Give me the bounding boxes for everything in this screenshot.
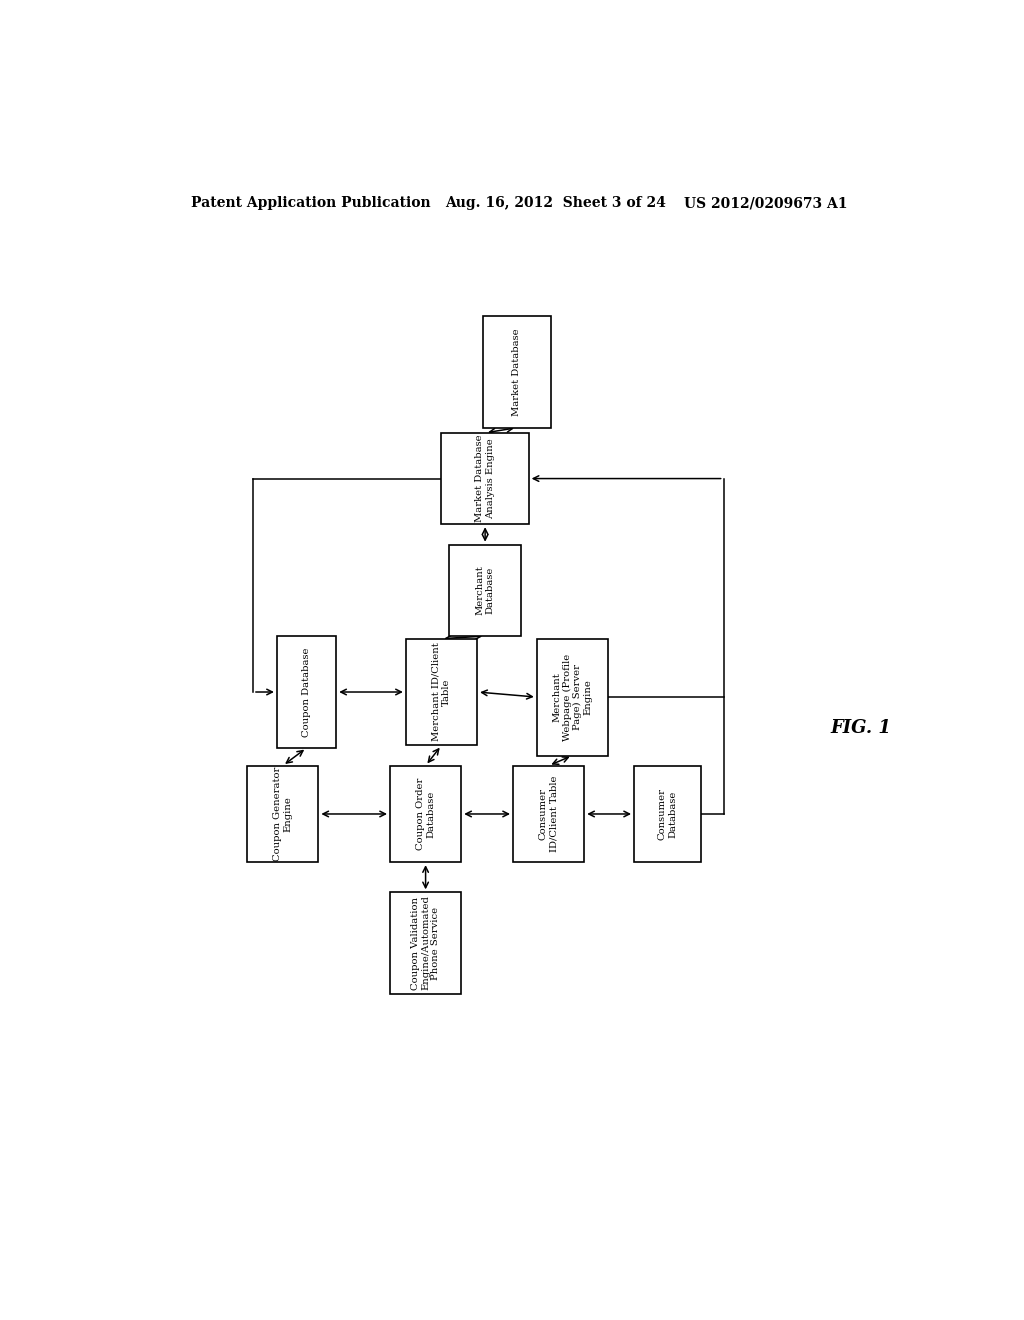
Text: Merchant
Database: Merchant Database [475, 565, 495, 615]
Text: Coupon Database: Coupon Database [302, 647, 311, 737]
Text: US 2012/0209673 A1: US 2012/0209673 A1 [684, 197, 847, 210]
Text: Consumer
Database: Consumer Database [658, 788, 677, 840]
Text: Market Database
Analysis Engine: Market Database Analysis Engine [475, 434, 495, 523]
Text: Merchant
Webpage (Profile
Page) Server
Engine: Merchant Webpage (Profile Page) Server E… [552, 653, 593, 741]
Bar [513, 766, 585, 862]
Text: Coupon Order
Database: Coupon Order Database [416, 777, 435, 850]
Bar [634, 766, 701, 862]
Bar [537, 639, 608, 755]
Bar [483, 315, 551, 428]
Text: Consumer
ID/Client Table: Consumer ID/Client Table [539, 776, 558, 853]
Text: FIG. 1: FIG. 1 [830, 718, 891, 737]
Text: Coupon Validation
Engine/Automated
Phone Service: Coupon Validation Engine/Automated Phone… [411, 896, 440, 990]
Bar [247, 766, 318, 862]
Text: Merchant ID/Client
Table: Merchant ID/Client Table [432, 643, 452, 742]
Bar [390, 766, 462, 862]
Text: Coupon Generator
Engine: Coupon Generator Engine [273, 767, 293, 861]
Text: Market Database: Market Database [512, 329, 521, 416]
Text: Aug. 16, 2012  Sheet 3 of 24: Aug. 16, 2012 Sheet 3 of 24 [445, 197, 667, 210]
Text: Patent Application Publication: Patent Application Publication [191, 197, 431, 210]
Bar [390, 892, 462, 994]
Bar [450, 545, 521, 636]
Bar [441, 433, 528, 524]
Bar [406, 639, 477, 746]
Bar [276, 636, 336, 748]
